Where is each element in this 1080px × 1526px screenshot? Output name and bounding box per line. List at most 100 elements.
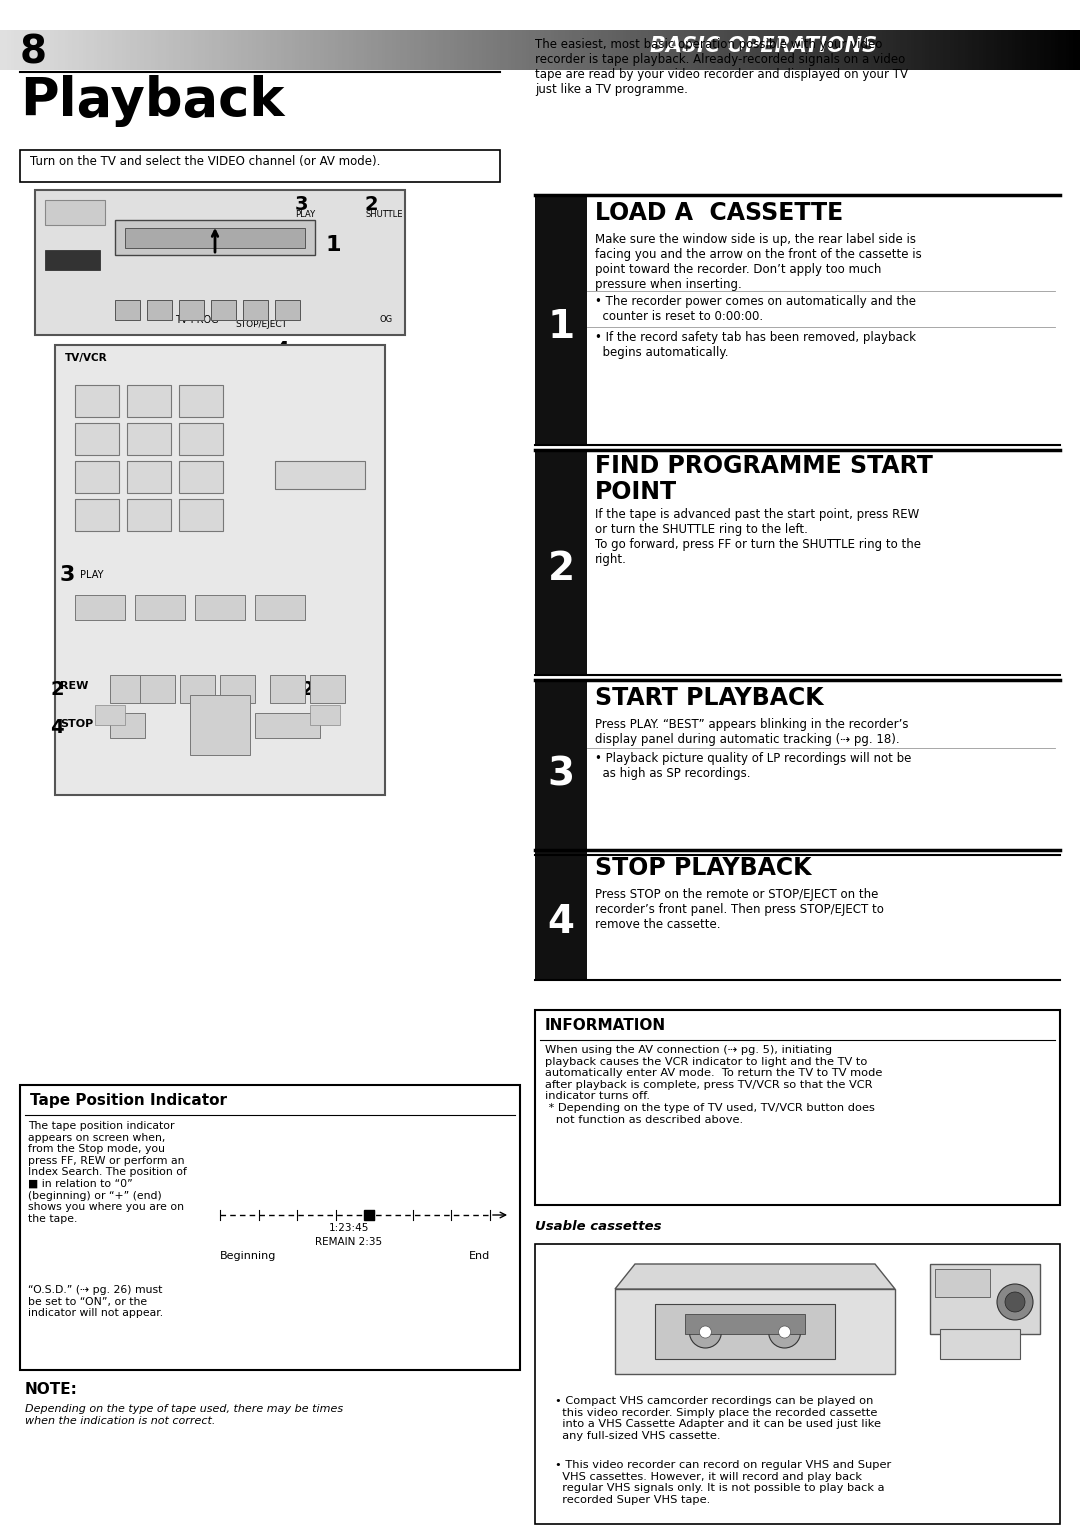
Bar — [1015, 31, 1020, 70]
Bar — [446, 31, 451, 70]
Text: 4: 4 — [50, 719, 64, 737]
Bar — [540, 31, 544, 70]
Bar — [511, 31, 516, 70]
Bar — [110, 674, 145, 703]
Bar — [400, 31, 404, 70]
Bar — [338, 31, 343, 70]
Bar — [508, 31, 512, 70]
Bar — [702, 31, 706, 70]
Bar — [954, 31, 959, 70]
Text: START PLAYBACK: START PLAYBACK — [595, 687, 824, 710]
Bar — [518, 31, 523, 70]
Bar — [1058, 31, 1063, 70]
Bar — [824, 31, 829, 70]
Bar — [127, 423, 171, 455]
Text: ►►: ►► — [229, 681, 245, 691]
Bar — [910, 31, 916, 70]
Text: 3: 3 — [295, 195, 309, 214]
Text: 2: 2 — [145, 398, 153, 410]
Bar — [11, 31, 15, 70]
Bar — [616, 31, 620, 70]
Bar — [813, 31, 819, 70]
Bar — [673, 31, 678, 70]
Bar — [75, 595, 125, 620]
Bar — [464, 31, 469, 70]
Bar — [918, 31, 922, 70]
Bar — [994, 31, 998, 70]
Text: ►: ► — [197, 513, 206, 525]
Text: Beginning: Beginning — [220, 1251, 276, 1260]
Bar — [986, 31, 991, 70]
Bar — [220, 674, 255, 703]
Bar — [781, 31, 786, 70]
Bar — [900, 31, 905, 70]
Text: 1: 1 — [548, 308, 575, 346]
Bar — [302, 31, 307, 70]
Bar — [65, 31, 69, 70]
Text: FIND PROGRAMME START: FIND PROGRAMME START — [595, 455, 933, 478]
Bar — [133, 31, 138, 70]
Text: X: X — [93, 513, 102, 525]
Bar — [154, 31, 160, 70]
Bar — [907, 31, 912, 70]
Bar — [483, 31, 487, 70]
Bar — [83, 31, 87, 70]
Bar — [522, 31, 527, 70]
Bar — [605, 31, 609, 70]
Bar — [346, 31, 350, 70]
Bar — [173, 31, 177, 70]
Bar — [720, 31, 725, 70]
Bar — [86, 31, 91, 70]
Bar — [180, 674, 215, 703]
Text: The tape position indicator
appears on screen when,
from the Stop mode, you
pres: The tape position indicator appears on s… — [28, 1122, 187, 1224]
Bar — [685, 1314, 805, 1334]
Bar — [32, 31, 37, 70]
Text: REMAIN 2:35: REMAIN 2:35 — [315, 1238, 382, 1247]
Bar — [125, 227, 305, 249]
Text: If the tape is advanced past the start point, press REW
or turn the SHUTTLE ring: If the tape is advanced past the start p… — [595, 508, 921, 566]
Text: ◄◄: ◄◄ — [149, 681, 165, 691]
Bar — [432, 31, 436, 70]
Bar — [224, 31, 228, 70]
Bar — [554, 31, 559, 70]
Bar — [165, 31, 171, 70]
Bar — [623, 31, 627, 70]
Bar — [62, 31, 66, 70]
Bar — [586, 31, 592, 70]
Bar — [219, 31, 225, 70]
Bar — [241, 31, 246, 70]
Bar — [1026, 31, 1030, 70]
Text: • The recorder power comes on automatically and the
  counter is reset to 0:00:0: • The recorder power comes on automatica… — [595, 295, 916, 324]
Bar — [535, 450, 588, 674]
Bar — [842, 31, 847, 70]
Text: 1:23:45: 1:23:45 — [328, 1222, 368, 1233]
Bar — [864, 31, 868, 70]
Text: REW: REW — [60, 681, 89, 691]
Bar — [211, 301, 237, 320]
Bar — [122, 31, 127, 70]
Bar — [407, 31, 411, 70]
Bar — [310, 705, 340, 725]
Bar — [529, 31, 534, 70]
Bar — [378, 31, 382, 70]
Bar — [176, 31, 181, 70]
Bar — [867, 31, 873, 70]
Bar — [54, 31, 58, 70]
Bar — [356, 31, 361, 70]
Bar — [818, 31, 822, 70]
Bar — [875, 31, 879, 70]
Bar — [645, 31, 649, 70]
Bar — [861, 31, 865, 70]
Bar — [929, 31, 933, 70]
Bar — [551, 31, 555, 70]
Bar — [151, 31, 156, 70]
Bar — [281, 31, 285, 70]
Bar — [558, 31, 563, 70]
Bar — [745, 31, 750, 70]
Bar — [1051, 31, 1056, 70]
Text: INFORMATION: INFORMATION — [545, 1018, 666, 1033]
Bar — [190, 694, 249, 755]
Bar — [116, 31, 120, 70]
Bar — [414, 31, 419, 70]
Bar — [127, 385, 171, 417]
